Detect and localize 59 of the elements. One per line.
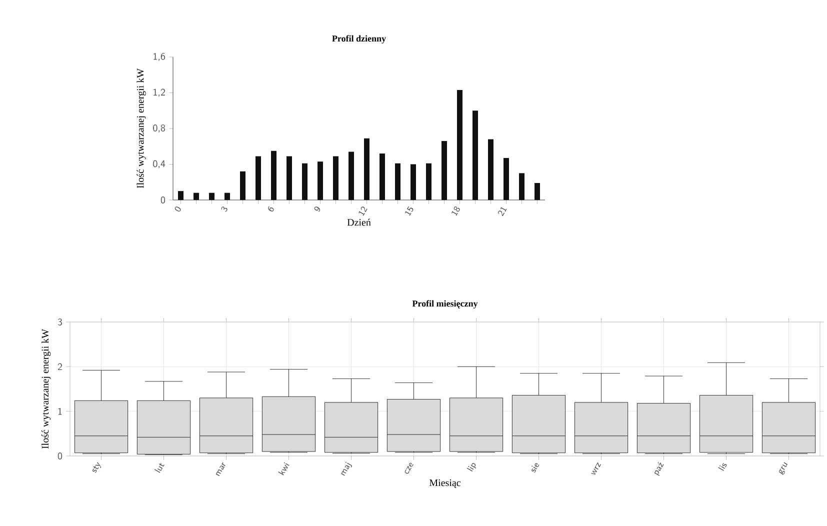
x-tick-label: 18 bbox=[452, 206, 460, 216]
x-tick-label: paź bbox=[654, 462, 664, 476]
bar bbox=[380, 154, 385, 200]
bar bbox=[472, 110, 478, 200]
y-tick-label: 1 bbox=[58, 408, 62, 415]
y-tick-label: 0,4 bbox=[153, 160, 166, 168]
y-tick-label: 0 bbox=[160, 196, 166, 204]
chart-title: Profil dzienny bbox=[332, 35, 386, 44]
x-axis-title: Dzień bbox=[347, 218, 371, 226]
y-axis-title: Ilość wytwarzanej energii kW bbox=[41, 328, 51, 449]
x-tick-label: 21 bbox=[498, 207, 507, 216]
x-axis-title: Miesiąc bbox=[429, 479, 461, 488]
x-tick-label: cze bbox=[404, 462, 414, 474]
y-axis-title: Ilość wytwarzanej energii kW bbox=[136, 68, 146, 188]
bar bbox=[286, 156, 292, 200]
x-tick-label: mar bbox=[216, 462, 226, 476]
bar bbox=[178, 191, 184, 200]
bar bbox=[240, 171, 246, 200]
x-tick-label: gru bbox=[778, 462, 788, 475]
bar bbox=[209, 192, 215, 200]
y-tick-label: 0 bbox=[58, 452, 62, 460]
x-tick-label: maj bbox=[340, 462, 352, 476]
x-tick-label: kwi bbox=[278, 462, 290, 476]
x-tick-label: 9 bbox=[314, 206, 320, 212]
bar bbox=[457, 90, 462, 200]
y-tick-label: 0,8 bbox=[153, 124, 166, 133]
bar bbox=[504, 158, 509, 200]
bar bbox=[442, 141, 447, 200]
x-tick-label: sie bbox=[532, 463, 540, 473]
bar bbox=[271, 150, 277, 200]
bar bbox=[519, 173, 524, 200]
x-tick-label: sty bbox=[92, 462, 102, 473]
x-tick-label: lut bbox=[154, 462, 164, 473]
x-tick-label: wrz bbox=[591, 462, 602, 475]
x-tick-label: 12 bbox=[358, 206, 368, 216]
bar bbox=[488, 139, 494, 200]
bar bbox=[194, 192, 200, 200]
x-tick-label: 0 bbox=[174, 206, 181, 212]
bar bbox=[426, 163, 432, 200]
bar bbox=[364, 138, 370, 200]
bar bbox=[256, 156, 262, 200]
x-tick-label: 15 bbox=[405, 206, 414, 216]
bar bbox=[395, 163, 401, 200]
y-tick-label: 1,6 bbox=[154, 52, 166, 62]
bar bbox=[318, 162, 324, 200]
y-tick-label: 3 bbox=[58, 318, 62, 326]
chart-title: Profil miesięczny bbox=[412, 300, 478, 308]
bar bbox=[410, 164, 416, 200]
bar bbox=[302, 163, 308, 200]
x-tick-label: 6 bbox=[268, 206, 274, 212]
y-tick-label: 1,2 bbox=[154, 88, 165, 97]
y-tick-label: 2 bbox=[58, 363, 62, 370]
bar bbox=[534, 183, 540, 200]
x-tick-label: 3 bbox=[221, 206, 228, 212]
x-tick-label: lip bbox=[466, 463, 476, 472]
x-tick-label: lis bbox=[718, 462, 727, 471]
bar bbox=[348, 152, 354, 200]
bar bbox=[333, 156, 339, 200]
bar bbox=[224, 192, 230, 200]
